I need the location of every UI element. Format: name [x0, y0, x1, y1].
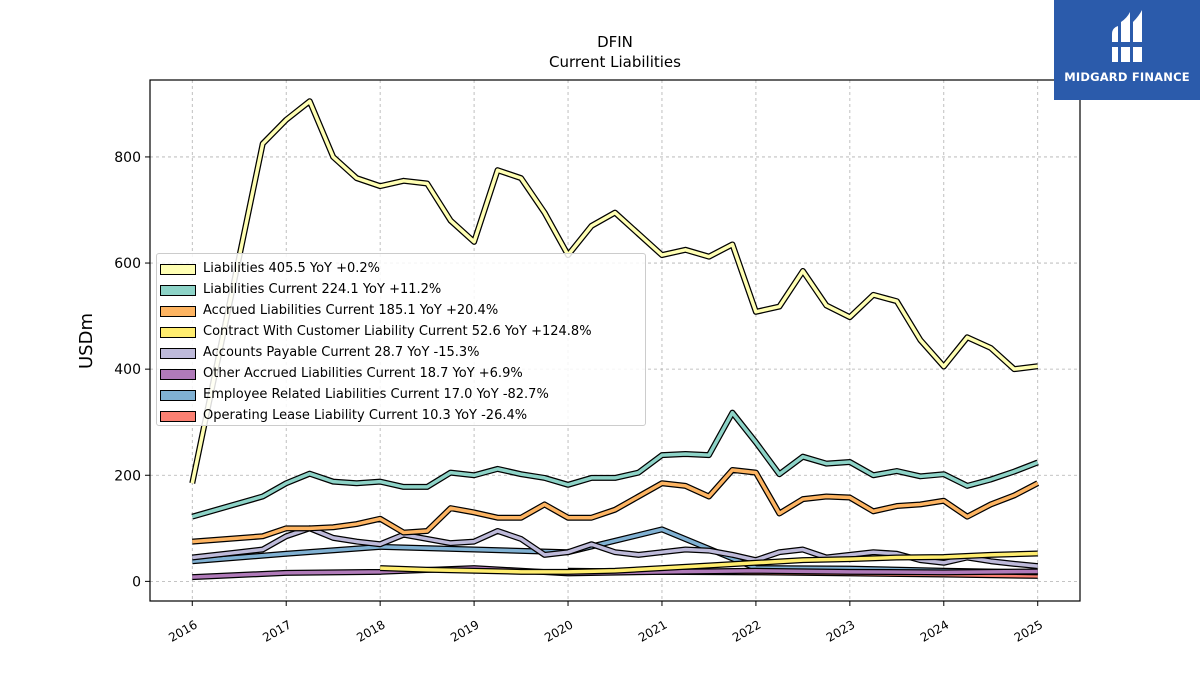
series-outline — [191, 409, 1039, 520]
legend-label: Employee Related Liabilities Current 17.… — [203, 387, 549, 402]
legend-swatch — [160, 411, 196, 422]
legend-label: Liabilities 405.5 YoY +0.2% — [203, 261, 381, 276]
x-tick-label: 2023 — [824, 617, 857, 644]
chart-title: DFIN — [597, 33, 633, 51]
legend-label: Contract With Customer Liability Current… — [203, 324, 592, 339]
brand-logo-text: MIDGARD FINANCE — [1064, 70, 1190, 84]
y-axis-label: USDm — [76, 313, 97, 369]
x-tick-label: 2020 — [542, 617, 575, 644]
legend-label: Accounts Payable Current 28.7 YoY -15.3% — [203, 345, 480, 360]
series-line — [190, 99, 1038, 484]
x-tick-label: 2018 — [354, 617, 387, 644]
legend-label: Accrued Liabilities Current 185.1 YoY +2… — [203, 303, 499, 318]
y-tick-label: 800 — [114, 150, 141, 166]
midgard-logo-icon — [1110, 10, 1144, 62]
x-tick-label: 2021 — [636, 617, 669, 644]
series-liabilities-current — [191, 409, 1039, 520]
legend-swatch — [160, 306, 196, 317]
legend-label: Liabilities Current 224.1 YoY +11.2% — [203, 282, 442, 297]
legend-label: Other Accrued Liabilities Current 18.7 Y… — [203, 366, 523, 381]
x-tick-label: 2016 — [166, 617, 199, 644]
x-tick-label: 2017 — [260, 617, 293, 644]
plot-frame — [149, 79, 1081, 602]
x-tick-label: 2024 — [918, 617, 951, 644]
legend-swatch — [160, 369, 196, 380]
legend-swatch — [160, 264, 196, 275]
series-line — [191, 410, 1039, 519]
chart-legend: Liabilities 405.5 YoY +0.2% Liabilities C… — [156, 253, 646, 426]
series-contract-with-customer-liability-current — [380, 550, 1038, 575]
chart-subtitle: Current Liabilities — [549, 53, 681, 71]
series-line — [192, 468, 1039, 544]
legend-swatch — [160, 285, 196, 296]
y-tick-label: 600 — [114, 256, 141, 272]
series-accounts-payable-current — [191, 525, 1039, 570]
series-accrued-liabilities-current — [192, 466, 1040, 545]
y-tick-label: 200 — [114, 468, 141, 484]
x-tick-label: 2022 — [730, 617, 763, 644]
legend-label: Operating Lease Liability Current 10.3 Y… — [203, 408, 528, 423]
x-tick-label: 2025 — [1012, 617, 1045, 644]
x-tick-label: 2019 — [448, 617, 481, 644]
legend-swatch — [160, 327, 196, 338]
series-liabilities — [189, 98, 1039, 484]
legend-swatch — [160, 348, 196, 359]
y-tick-label: 0 — [132, 574, 141, 590]
series-lines — [189, 98, 1040, 581]
series-line — [380, 551, 1038, 574]
y-tick-label: 400 — [114, 362, 141, 378]
brand-logo: MIDGARD FINANCE — [1054, 0, 1200, 100]
legend-swatch — [160, 390, 196, 401]
